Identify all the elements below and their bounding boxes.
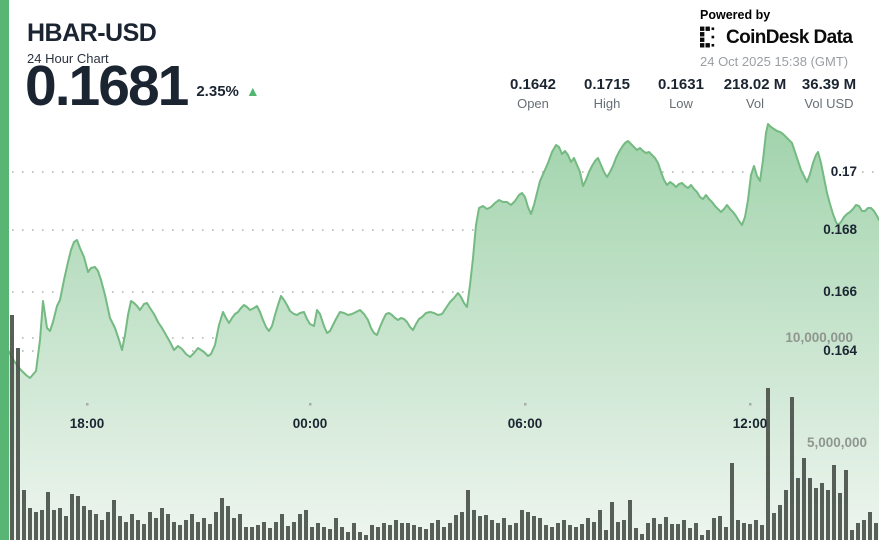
ohlc-stats-row: 0.1642 Open 0.1715 High 0.1631 Low 218.0… bbox=[496, 76, 866, 111]
up-triangle-icon: ▲ bbox=[245, 83, 260, 99]
stat-low-value: 0.1631 bbox=[658, 76, 704, 93]
stat-vol-label: Vol bbox=[745, 96, 765, 111]
stat-open-value: 0.1642 bbox=[510, 76, 556, 93]
timestamp: 24 Oct 2025 15:38 (GMT) bbox=[700, 54, 849, 69]
stat-low: 0.1631 Low bbox=[644, 76, 718, 111]
current-price: 0.1681 bbox=[25, 54, 189, 118]
stat-low-label: Low bbox=[669, 96, 693, 111]
coindesk-logo-icon bbox=[700, 26, 721, 49]
stat-high-value: 0.1715 bbox=[584, 76, 630, 93]
stat-vol-usd: 36.39 M Vol USD bbox=[792, 76, 866, 111]
price-change-percent: 2.35% bbox=[196, 83, 239, 100]
stat-vol-value: 218.02 M bbox=[723, 76, 787, 93]
page-title: HBAR-USD bbox=[27, 19, 157, 47]
stat-vol-usd-value: 36.39 M bbox=[801, 76, 857, 93]
left-accent-bar bbox=[0, 0, 9, 540]
powered-by-label: Powered by bbox=[700, 8, 771, 22]
stat-open-label: Open bbox=[517, 96, 549, 111]
stat-open: 0.1642 Open bbox=[496, 76, 570, 111]
stat-high: 0.1715 High bbox=[570, 76, 644, 111]
brand-name: CoinDesk Data bbox=[726, 26, 853, 48]
stat-high-label: High bbox=[593, 96, 621, 111]
stat-vol-usd-label: Vol USD bbox=[804, 96, 854, 111]
chart-subtitle: 24 Hour Chart bbox=[27, 50, 109, 66]
stat-vol: 218.02 M Vol bbox=[718, 76, 792, 111]
